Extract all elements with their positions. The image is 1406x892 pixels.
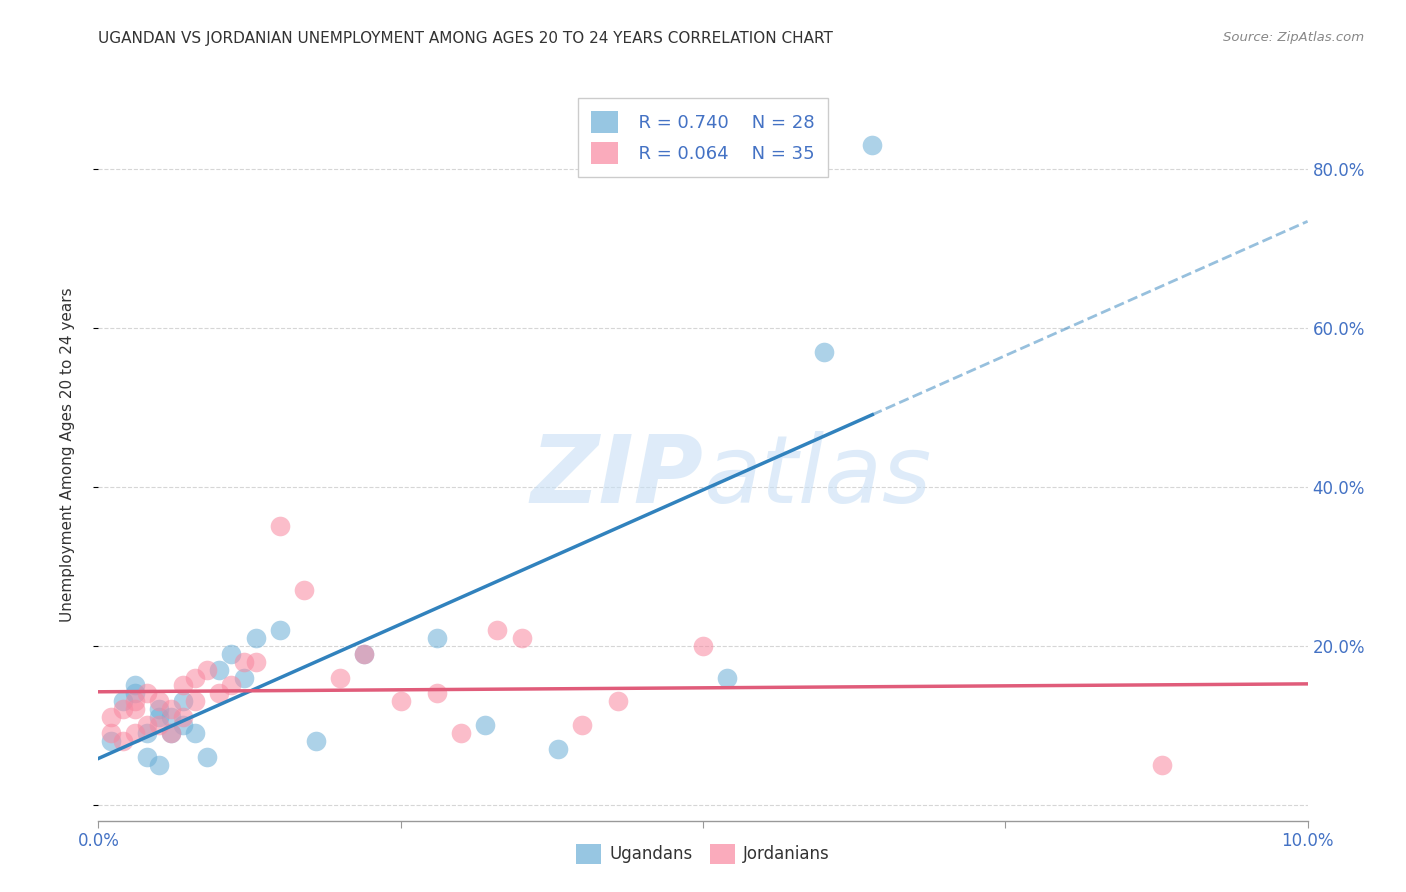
Point [172,710,194,724]
Point [111,702,134,716]
Point [184,694,207,708]
Point [245,655,267,669]
Point [353,647,375,661]
Point [111,734,134,748]
Point [232,671,254,685]
Point [292,583,315,598]
Point [813,344,835,359]
Point [269,519,291,533]
Point [269,623,291,637]
Point [148,718,170,732]
Point [692,639,714,653]
Text: UGANDAN VS JORDANIAN UNEMPLOYMENT AMONG AGES 20 TO 24 YEARS CORRELATION CHART: UGANDAN VS JORDANIAN UNEMPLOYMENT AMONG … [98,31,834,46]
Point [124,686,146,700]
Point [148,710,170,724]
Point [184,671,207,685]
Point [547,742,569,756]
Point [135,726,157,740]
Point [135,750,157,764]
Point [353,647,375,661]
Point [160,726,183,740]
Text: atlas: atlas [703,432,931,523]
Point [232,655,254,669]
Point [195,663,218,677]
Point [1152,758,1174,772]
Point [474,718,496,732]
Point [571,718,593,732]
Point [160,726,183,740]
Point [450,726,472,740]
Text: Source: ZipAtlas.com: Source: ZipAtlas.com [1223,31,1364,45]
Point [860,137,883,152]
Point [100,710,122,724]
Point [172,718,194,732]
Point [510,631,533,645]
Point [100,726,122,740]
Point [305,734,328,748]
Point [100,734,122,748]
Point [208,663,231,677]
Point [148,758,170,772]
Point [221,678,243,692]
Point [195,750,218,764]
Y-axis label: Unemployment Among Ages 20 to 24 years: Unemployment Among Ages 20 to 24 years [60,287,75,623]
Point [124,678,146,692]
Point [172,694,194,708]
Point [486,623,509,637]
Point [389,694,412,708]
Point [716,671,738,685]
Point [172,678,194,692]
Legend: Ugandans, Jordanians: Ugandans, Jordanians [569,838,837,871]
Point [124,702,146,716]
Point [124,726,146,740]
Point [124,694,146,708]
Point [184,726,207,740]
Point [160,710,183,724]
Point [148,694,170,708]
Point [245,631,267,645]
Point [160,702,183,716]
Point [148,702,170,716]
Point [135,686,157,700]
Point [607,694,630,708]
Point [426,631,449,645]
Point [221,647,243,661]
Point [208,686,231,700]
Point [329,671,352,685]
Text: ZIP: ZIP [530,431,703,523]
Point [111,694,134,708]
Point [426,686,449,700]
Point [135,718,157,732]
